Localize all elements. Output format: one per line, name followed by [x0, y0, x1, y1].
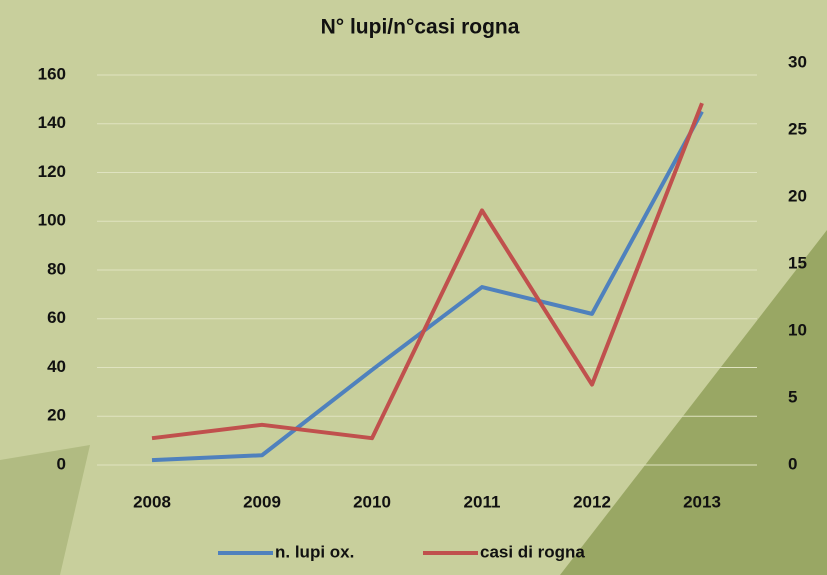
x-tick-label: 2011 — [464, 492, 501, 511]
y-tick-label: 160 — [38, 64, 66, 83]
y2-tick-label: 15 — [788, 253, 807, 272]
legend-label: n. lupi ox. — [275, 542, 354, 561]
x-tick-label: 2009 — [243, 492, 281, 511]
y2-tick-label: 10 — [788, 320, 807, 339]
y-tick-label: 60 — [47, 308, 66, 327]
y-tick-label: 140 — [38, 113, 66, 132]
y2-tick-label: 30 — [788, 52, 807, 71]
y-tick-label: 80 — [47, 259, 66, 278]
y-tick-label: 0 — [57, 454, 66, 473]
x-tick-label: 2013 — [683, 492, 721, 511]
y-tick-label: 120 — [38, 162, 66, 181]
legend-label: casi di rogna — [480, 542, 585, 561]
y2-tick-label: 0 — [788, 454, 797, 473]
y-tick-label: 20 — [47, 406, 66, 425]
line-series — [151, 102, 704, 441]
x-tick-label: 2008 — [133, 492, 171, 511]
background-shape — [0, 445, 90, 575]
y2-tick-label: 25 — [788, 119, 807, 138]
background-stripe — [560, 230, 827, 575]
chart-title: N° lupi/n°casi rogna — [321, 16, 520, 39]
x-tick-label: 2012 — [573, 492, 611, 511]
y2-tick-label: 5 — [788, 387, 797, 406]
y-tick-label: 100 — [38, 211, 66, 230]
y2-tick-label: 20 — [788, 186, 807, 205]
x-tick-label: 2010 — [353, 492, 391, 511]
y-tick-label: 40 — [47, 357, 66, 376]
